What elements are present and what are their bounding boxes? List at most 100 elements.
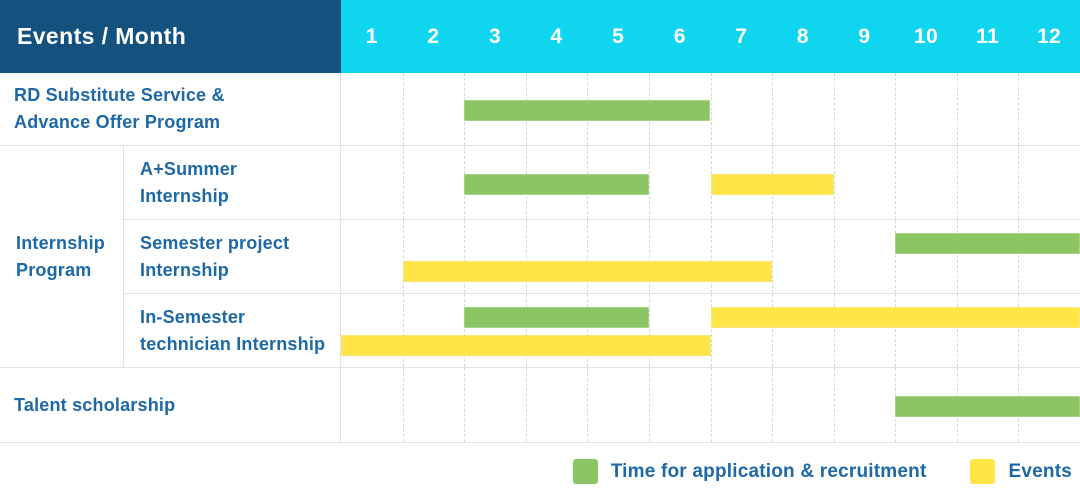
gantt-lane-semester-project <box>341 220 1080 293</box>
month-gridline <box>464 294 466 367</box>
row-group-internship-program: Internship Program A+Summer Internship S… <box>0 146 1080 368</box>
month-gridline <box>772 294 774 367</box>
event-bar <box>402 261 773 282</box>
month-gridline <box>895 73 897 145</box>
month-gridline <box>402 220 404 293</box>
month-gridline <box>772 220 774 293</box>
month-gridline <box>402 146 404 219</box>
events-month-header-cell: Events / Month <box>0 0 341 73</box>
row-label-semester-project: Semester project Internship <box>124 220 341 293</box>
month-gridline <box>833 368 835 442</box>
month-gridline <box>648 368 650 442</box>
gantt-lane-a-plus-summer <box>341 146 1080 219</box>
month-gridline <box>648 294 650 367</box>
row-label-line: Internship <box>140 259 230 280</box>
row-label-line: In-Semester <box>140 306 246 327</box>
legend-item-events: Events <box>970 459 1072 484</box>
events-month-header-label: Events / Month <box>17 23 187 49</box>
legend-item-application: Time for application & recruitment <box>572 459 927 484</box>
application-legend-swatch-icon <box>572 459 598 484</box>
legend: Time for application & recruitment Event… <box>0 443 1080 494</box>
month-gridline <box>710 294 712 367</box>
month-gridline <box>1018 220 1020 293</box>
month-label: 1 <box>365 24 378 48</box>
application-bar <box>464 307 649 328</box>
row-talent-scholarship: Talent scholarship <box>0 368 1080 443</box>
month-gridline <box>833 146 835 219</box>
row-label-line: Advance Offer Program <box>14 112 221 132</box>
month-gridline <box>587 220 589 293</box>
event-bar <box>710 173 834 195</box>
row-label-line: Semester project <box>140 232 290 253</box>
month-label: 9 <box>858 24 871 48</box>
row-label-rd-substitute: RD Substitute Service & Advance Offer Pr… <box>0 73 341 145</box>
month-gridline <box>833 294 835 367</box>
month-label: 3 <box>488 24 501 48</box>
month-gridline <box>956 294 958 367</box>
month-gridline <box>1018 146 1020 219</box>
group-label-text: Internship Program <box>16 232 106 280</box>
month-gridline <box>956 220 958 293</box>
event-legend-label: Events <box>1008 460 1072 482</box>
month-gridline <box>525 220 527 293</box>
event-legend-swatch-icon <box>970 459 996 484</box>
month-label: 7 <box>735 24 748 48</box>
month-gridline <box>833 220 835 293</box>
month-gridline <box>710 368 712 442</box>
row-label-line: technician Internship <box>140 333 326 354</box>
month-label: 12 <box>1037 24 1062 48</box>
row-label-line: RD Substitute Service & <box>14 85 225 105</box>
month-gridline <box>772 368 774 442</box>
row-label-in-semester-technician: In-Semester technician Internship <box>124 294 341 367</box>
month-gridline <box>710 73 712 145</box>
month-label: 6 <box>673 24 686 48</box>
month-gridline <box>587 368 589 442</box>
month-gridline <box>956 73 958 145</box>
internship-subrows: A+Summer Internship Semester project Int… <box>124 146 1080 368</box>
month-gridline <box>1018 73 1020 145</box>
month-gridline <box>895 294 897 367</box>
month-gridline <box>402 294 404 367</box>
month-label: 11 <box>976 24 999 48</box>
month-gridline <box>772 73 774 145</box>
group-label-internship-program: Internship Program <box>0 146 124 368</box>
month-gridline <box>402 368 404 442</box>
application-bar <box>895 233 1080 254</box>
event-bar <box>341 335 711 356</box>
row-label-line: Internship <box>140 185 230 206</box>
month-label: 2 <box>427 24 440 48</box>
month-gridline <box>956 146 958 219</box>
month-gridline <box>648 220 650 293</box>
subrow-in-semester-technician: In-Semester technician Internship <box>124 294 1080 368</box>
application-bar <box>464 173 649 195</box>
row-label-line: Talent scholarship <box>14 394 176 415</box>
month-label: 8 <box>796 24 809 48</box>
event-bar <box>710 307 1080 328</box>
subrow-semester-project: Semester project Internship <box>124 220 1080 294</box>
month-gridline <box>895 220 897 293</box>
month-gridline <box>1018 294 1020 367</box>
subrow-a-plus-summer: A+Summer Internship <box>124 146 1080 220</box>
month-label: 10 <box>914 24 938 48</box>
header-row: Events / Month 1 2 3 4 5 6 7 8 9 10 11 12 <box>0 0 1080 73</box>
month-label: 4 <box>550 24 563 48</box>
application-bar <box>895 396 1080 417</box>
month-gridline <box>402 73 404 145</box>
month-gridline <box>464 368 466 442</box>
row-label-talent-scholarship: Talent scholarship <box>0 368 341 442</box>
row-rd-substitute: RD Substitute Service & Advance Offer Pr… <box>0 73 1080 146</box>
application-bar <box>464 100 711 121</box>
month-gridline <box>587 294 589 367</box>
application-legend-label: Time for application & recruitment <box>610 460 927 482</box>
gantt-lane-talent-scholarship <box>341 368 1080 442</box>
month-gridline <box>710 220 712 293</box>
month-header: 1 2 3 4 5 6 7 8 9 10 11 12 <box>341 0 1080 73</box>
row-label-a-plus-summer: A+Summer Internship <box>124 146 341 219</box>
gantt-lane-rd-substitute <box>341 73 1080 145</box>
month-label: 5 <box>612 24 625 48</box>
month-gridline <box>833 73 835 145</box>
month-gridline <box>525 368 527 442</box>
month-gridline <box>525 294 527 367</box>
gantt-lane-in-semester-technician <box>341 294 1080 367</box>
